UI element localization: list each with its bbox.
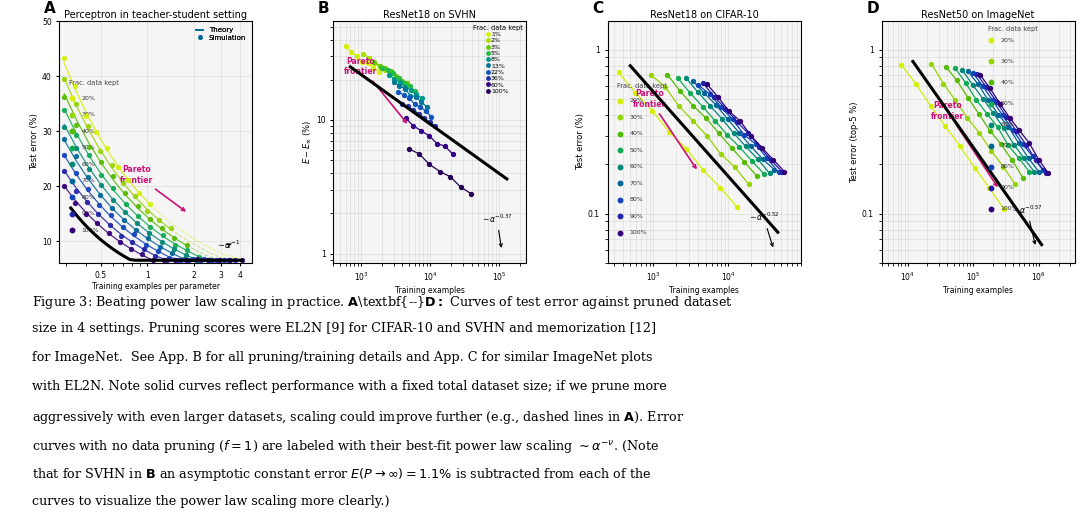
Text: 30%: 30% bbox=[1000, 59, 1014, 64]
Text: 100%: 100% bbox=[630, 230, 647, 235]
Text: 70%: 70% bbox=[630, 180, 644, 186]
Text: 30%: 30% bbox=[82, 113, 95, 117]
Title: ResNet18 on CIFAR-10: ResNet18 on CIFAR-10 bbox=[650, 11, 758, 21]
Title: ResNet50 on ImageNet: ResNet50 on ImageNet bbox=[921, 11, 1035, 21]
Text: 40%: 40% bbox=[82, 129, 95, 134]
Text: 50%: 50% bbox=[630, 148, 644, 153]
Text: curves with no data pruning ($f = 1$) are labeled with their best-fit power law : curves with no data pruning ($f = 1$) ar… bbox=[32, 438, 660, 454]
Title: Perceptron in teacher-student setting: Perceptron in teacher-student setting bbox=[65, 11, 247, 21]
Text: $\sim\!\alpha^{-0.37}$: $\sim\!\alpha^{-0.37}$ bbox=[481, 213, 513, 247]
Text: $\sim\!\alpha^{-0.52}$: $\sim\!\alpha^{-0.52}$ bbox=[747, 211, 779, 246]
Text: B: B bbox=[318, 1, 329, 16]
Text: Figure 3: Beating power law scaling in practice. $\mathbf{A}$\textbf{--}$\mathbf: Figure 3: Beating power law scaling in p… bbox=[32, 294, 733, 311]
Text: for ImageNet.  See App. B for all pruning/training details and App. C for simila: for ImageNet. See App. B for all pruning… bbox=[32, 351, 653, 365]
Text: Pareto
frontier: Pareto frontier bbox=[633, 89, 696, 168]
X-axis label: Training examples: Training examples bbox=[395, 286, 464, 295]
Text: 70%: 70% bbox=[82, 178, 95, 183]
Text: 60%: 60% bbox=[82, 162, 95, 167]
Text: 100%: 100% bbox=[82, 228, 99, 232]
Text: 30%: 30% bbox=[630, 115, 644, 120]
Text: 80%: 80% bbox=[82, 195, 95, 200]
Y-axis label: Test error (top-5 %): Test error (top-5 %) bbox=[850, 102, 860, 183]
Text: 60%: 60% bbox=[630, 164, 644, 169]
Text: Frac. data kept: Frac. data kept bbox=[69, 80, 119, 86]
Text: 40%: 40% bbox=[1000, 80, 1014, 85]
Text: Pareto
frontier: Pareto frontier bbox=[120, 165, 185, 211]
Y-axis label: $E - E_\infty$ (%): $E - E_\infty$ (%) bbox=[301, 120, 313, 164]
Text: 20%: 20% bbox=[82, 96, 95, 101]
Text: curves to visualize the power law scaling more clearly.): curves to visualize the power law scalin… bbox=[32, 495, 390, 508]
Text: Frac. data kept: Frac. data kept bbox=[988, 26, 1038, 32]
Text: 20%: 20% bbox=[1000, 38, 1014, 43]
Text: C: C bbox=[592, 1, 604, 16]
Text: Frac. data kept: Frac. data kept bbox=[617, 83, 667, 89]
Text: 100%: 100% bbox=[1000, 206, 1018, 211]
Text: 90%: 90% bbox=[1000, 185, 1014, 190]
Text: 20%: 20% bbox=[630, 98, 644, 104]
Text: D: D bbox=[866, 1, 879, 16]
X-axis label: Training examples: Training examples bbox=[943, 286, 1013, 295]
Text: $\sim\!\alpha^{-1}$: $\sim\!\alpha^{-1}$ bbox=[216, 239, 241, 251]
Legend: 1%, 2%, 3%, 5%, 8%, 13%, 22%, 36%, 60%, 100%: 1%, 2%, 3%, 5%, 8%, 13%, 22%, 36%, 60%, … bbox=[471, 22, 525, 96]
Text: $\sim\!\alpha^{-0.57}$: $\sim\!\alpha^{-0.57}$ bbox=[1011, 203, 1042, 244]
Y-axis label: Test error (%): Test error (%) bbox=[576, 114, 585, 170]
Text: 90%: 90% bbox=[82, 211, 95, 216]
Text: 80%: 80% bbox=[630, 197, 644, 202]
X-axis label: Training examples per parameter: Training examples per parameter bbox=[92, 282, 220, 291]
Text: Pareto
frontier: Pareto frontier bbox=[345, 57, 406, 123]
Text: A: A bbox=[44, 1, 56, 16]
Text: 40%: 40% bbox=[630, 132, 644, 136]
Text: 80%: 80% bbox=[1000, 164, 1014, 169]
Legend: Theory, Simulation: Theory, Simulation bbox=[193, 25, 248, 44]
Text: 50%: 50% bbox=[82, 145, 95, 150]
Text: that for SVHN in $\mathbf{B}$ an asymptotic constant error $E(P \rightarrow \inf: that for SVHN in $\mathbf{B}$ an asympto… bbox=[32, 467, 651, 483]
X-axis label: Training examples: Training examples bbox=[670, 286, 739, 295]
Text: Pareto
frontier: Pareto frontier bbox=[931, 102, 997, 186]
Text: aggressively with even larger datasets, scaling could improve further (e.g., das: aggressively with even larger datasets, … bbox=[32, 409, 685, 426]
Text: size in 4 settings. Pruning scores were EL2N [9] for CIFAR-10 and SVHN and memor: size in 4 settings. Pruning scores were … bbox=[32, 322, 657, 336]
Text: 70%: 70% bbox=[1000, 143, 1014, 148]
Text: 90%: 90% bbox=[630, 214, 644, 219]
Text: 60%: 60% bbox=[1000, 122, 1014, 127]
Text: with EL2N. Note solid curves reflect performance with a fixed total dataset size: with EL2N. Note solid curves reflect per… bbox=[32, 380, 667, 393]
Title: ResNet18 on SVHN: ResNet18 on SVHN bbox=[383, 11, 476, 21]
Text: 50%: 50% bbox=[1000, 101, 1014, 106]
Y-axis label: Test error (%): Test error (%) bbox=[30, 114, 39, 170]
